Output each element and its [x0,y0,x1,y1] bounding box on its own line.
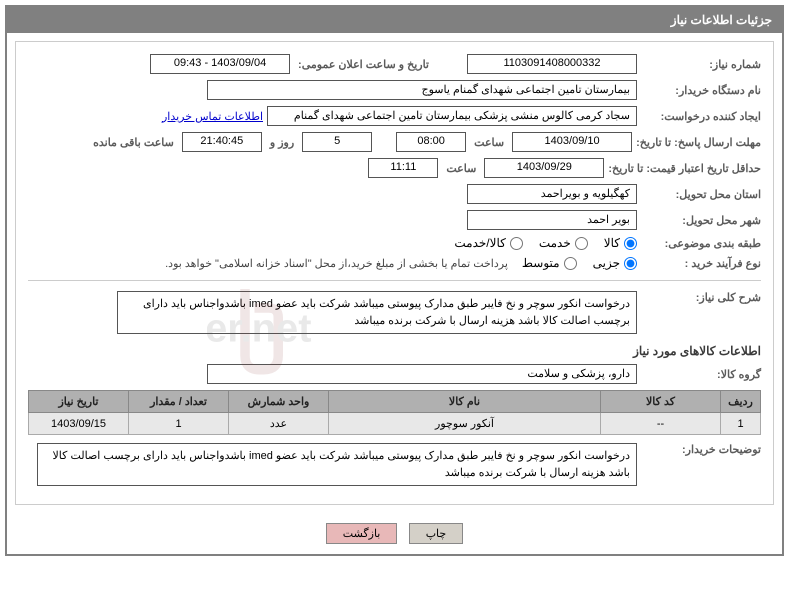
td-0: 1 [721,413,761,435]
remaining-label: ساعت باقی مانده [89,136,178,149]
process-label: نوع فرآیند خرید : [641,257,761,270]
row-process: نوع فرآیند خرید : جزیی متوسط پرداخت تمام… [28,256,761,270]
td-4: 1 [129,413,229,435]
row-reply-deadline: مهلت ارسال پاسخ: تا تاریخ: 1403/09/10 سا… [28,132,761,152]
province-label: استان محل تحویل: [641,188,761,201]
announce-field: 1403/09/04 - 09:43 [150,54,290,74]
radio-cat-0-input[interactable] [624,237,637,250]
panel-content: AriaTender.net شماره نیاز: 1103091408000… [15,41,774,505]
row-description: شرح کلی نیاز: درخواست انکور سوچر و نخ فا… [28,291,761,334]
province-field: کهگیلویه و بویراحمد [467,184,637,204]
buyer-notes-label: توضیحات خریدار: [641,443,761,456]
countdown-field: 21:40:45 [182,132,262,152]
th-0: ردیف [721,391,761,413]
radio-proc-1[interactable]: متوسط [522,256,577,270]
table-row: 1 -- آنکور سوچور عدد 1 1403/09/15 [29,413,761,435]
row-category: طبقه بندی موضوعی: کالا خدمت کالا/خدمت [28,236,761,250]
back-button[interactable]: بازگشت [326,523,398,544]
row-province: استان محل تحویل: کهگیلویه و بویراحمد [28,184,761,204]
description-text: درخواست انکور سوچر و نخ فایبر طبق مدارک … [117,291,637,334]
time-label-2: ساعت [442,162,480,175]
th-2: نام کالا [329,391,601,413]
td-3: عدد [229,413,329,435]
main-panel: جزئیات اطلاعات نیاز AriaTender.net شماره… [5,5,784,556]
radio-cat-1-input[interactable] [575,237,588,250]
td-1: -- [601,413,721,435]
radio-proc-0[interactable]: جزیی [593,256,637,270]
print-button[interactable]: چاپ [409,523,464,544]
announce-label: تاریخ و ساعت اعلان عمومی: [294,58,433,71]
button-bar: چاپ بازگشت [7,513,782,554]
td-2: آنکور سوچور [329,413,601,435]
need-no-label: شماره نیاز: [641,58,761,71]
days-field: 5 [302,132,372,152]
divider-1 [28,280,761,281]
group-label: گروه کالا: [641,368,761,381]
table-header-row: ردیف کد کالا نام کالا واحد شمارش تعداد /… [29,391,761,413]
process-radio-group: جزیی متوسط [522,256,637,270]
items-table: ردیف کد کالا نام کالا واحد شمارش تعداد /… [28,390,761,435]
buyer-org-label: نام دستگاه خریدار: [641,84,761,97]
city-label: شهر محل تحویل: [641,214,761,227]
row-need-no: شماره نیاز: 1103091408000332 تاریخ و ساع… [28,54,761,74]
radio-proc-0-input[interactable] [624,257,637,270]
radio-cat-2-input[interactable] [510,237,523,250]
city-field: بویر احمد [467,210,637,230]
price-date-field: 1403/09/29 [484,158,604,178]
th-4: تعداد / مقدار [129,391,229,413]
reply-deadline-label: مهلت ارسال پاسخ: تا تاریخ: [636,136,761,149]
category-radio-group: کالا خدمت کالا/خدمت [454,236,637,250]
row-creator: ایجاد کننده درخواست: سجاد کرمی کالوس منش… [28,106,761,126]
radio-cat-2[interactable]: کالا/خدمت [454,236,522,250]
creator-label: ایجاد کننده درخواست: [641,110,761,123]
radio-cat-1[interactable]: خدمت [539,236,588,250]
group-field: دارو، پزشکی و سلامت [207,364,637,384]
th-1: کد کالا [601,391,721,413]
items-section-title: اطلاعات کالاهای مورد نیاز [28,344,761,358]
row-price-validity: حداقل تاریخ اعتبار قیمت: تا تاریخ: 1403/… [28,158,761,178]
th-3: واحد شمارش [229,391,329,413]
buyer-notes-text: درخواست انکور سوچر و نخ فایبر طبق مدارک … [37,443,637,486]
td-5: 1403/09/15 [29,413,129,435]
description-label: شرح کلی نیاز: [641,291,761,304]
time-label-1: ساعت [470,136,508,149]
reply-date-field: 1403/09/10 [512,132,632,152]
row-buyer-org: نام دستگاه خریدار: بیمارستان تامین اجتما… [28,80,761,100]
row-group: گروه کالا: دارو، پزشکی و سلامت [28,364,761,384]
panel-header: جزئیات اطلاعات نیاز [7,7,782,33]
reply-time-field: 08:00 [396,132,466,152]
need-no-field: 1103091408000332 [467,54,637,74]
panel-title: جزئیات اطلاعات نیاز [671,13,772,27]
th-5: تاریخ نیاز [29,391,129,413]
radio-cat-0[interactable]: کالا [604,236,637,250]
buyer-contact-link[interactable]: اطلاعات تماس خریدار [162,110,263,123]
price-validity-label: حداقل تاریخ اعتبار قیمت: تا تاریخ: [608,162,761,175]
radio-proc-1-input[interactable] [564,257,577,270]
price-time-field: 11:11 [368,158,438,178]
creator-field: سجاد کرمی کالوس منشی پزشکی بیمارستان تام… [267,106,637,126]
row-buyer-notes: توضیحات خریدار: درخواست انکور سوچر و نخ … [28,443,761,486]
payment-note: پرداخت تمام یا بخشی از مبلغ خرید،از محل … [165,257,508,270]
row-city: شهر محل تحویل: بویر احمد [28,210,761,230]
buyer-org-field: بیمارستان تامین اجتماعی شهدای گمنام یاسو… [207,80,637,100]
category-label: طبقه بندی موضوعی: [641,237,761,250]
days-and-label: روز و [266,136,298,149]
